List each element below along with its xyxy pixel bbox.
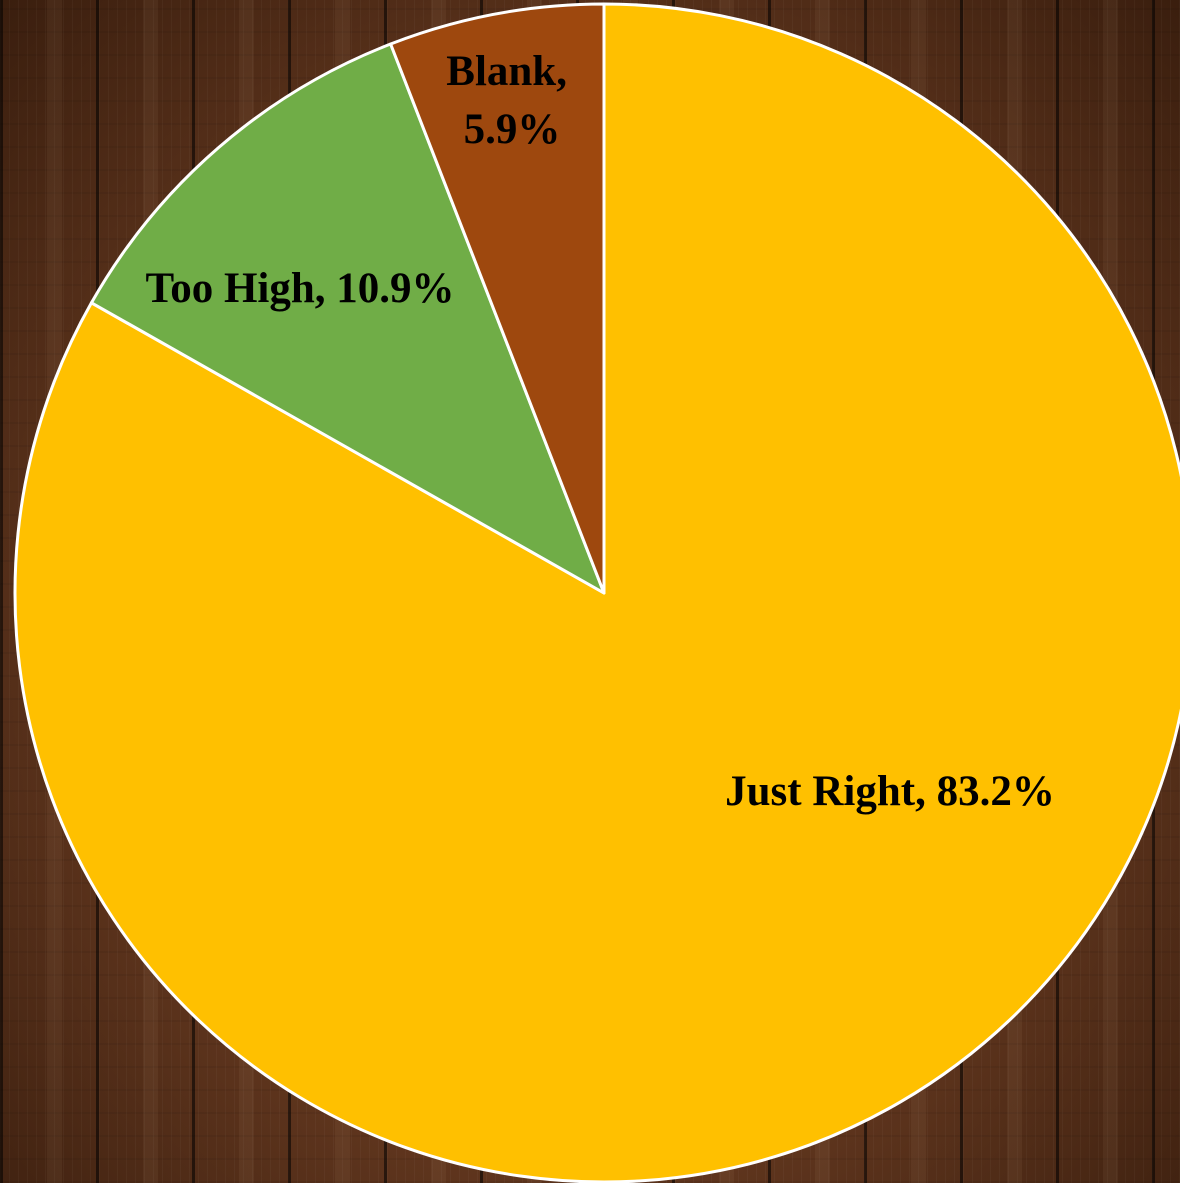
- slice-label-blank-line-2: 5.9%: [464, 106, 561, 153]
- pie-slice-too-high: [89, 42, 606, 595]
- slice-label-just-right: Just Right, 83.2%: [725, 768, 1055, 815]
- pie-slice-just-right: [13, 2, 1180, 1183]
- pie-slice-blank: [389, 2, 606, 595]
- slice-label-blank-line-1: Blank,: [446, 48, 567, 95]
- slice-label-too-high: Too High, 10.9%: [145, 265, 454, 312]
- slice-label-blank: Blank, 5.9%: [446, 48, 577, 153]
